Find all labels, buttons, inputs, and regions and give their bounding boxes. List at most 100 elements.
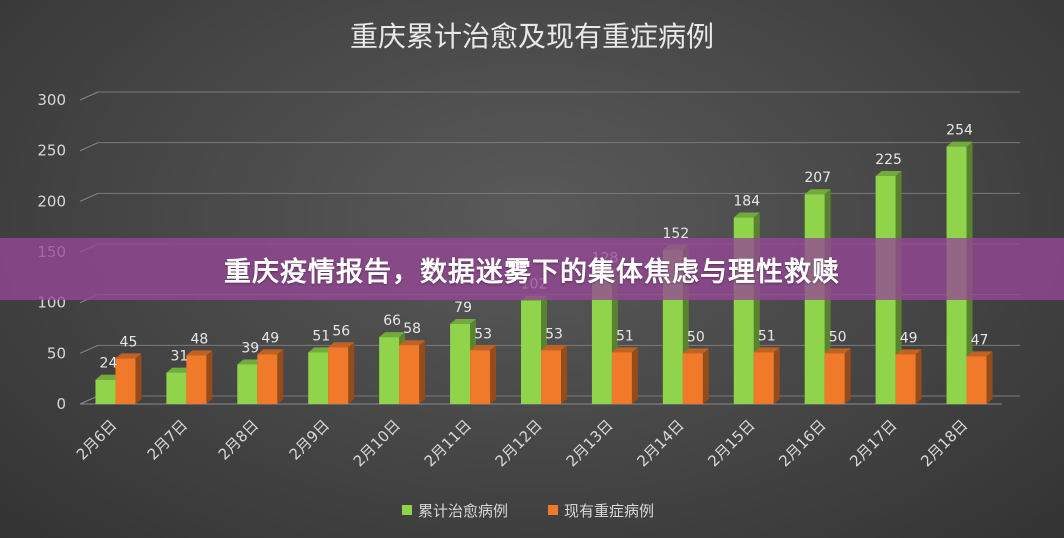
data-label: 50 bbox=[829, 329, 847, 345]
bar-side bbox=[348, 342, 355, 404]
bar bbox=[399, 340, 426, 404]
bar bbox=[895, 349, 922, 404]
bar-front bbox=[257, 354, 278, 404]
bar-top bbox=[115, 353, 142, 359]
y-tick-label: 200 bbox=[37, 192, 66, 210]
data-label: 31 bbox=[170, 349, 188, 365]
data-label: 225 bbox=[875, 152, 902, 168]
bar-top bbox=[966, 351, 993, 357]
bar-side bbox=[490, 345, 497, 404]
bar-top bbox=[328, 342, 355, 348]
legend-label: 累计治愈病例 bbox=[418, 502, 508, 520]
bar-front bbox=[541, 350, 561, 404]
bar-top bbox=[166, 367, 193, 373]
bar bbox=[470, 345, 497, 404]
chart-title: 重庆累计治愈及现有重症病例 bbox=[350, 20, 714, 53]
gridline-diag bbox=[79, 192, 99, 202]
bar-top bbox=[611, 347, 638, 353]
bar-side bbox=[135, 353, 142, 404]
bar-side bbox=[419, 340, 426, 404]
data-label: 49 bbox=[261, 330, 279, 346]
data-label: 47 bbox=[971, 332, 989, 348]
data-label: 39 bbox=[241, 340, 259, 356]
data-label: 49 bbox=[900, 330, 918, 346]
data-label: 56 bbox=[332, 323, 350, 339]
data-label: 51 bbox=[312, 328, 330, 344]
bar-front bbox=[682, 353, 703, 404]
bar bbox=[824, 348, 851, 404]
bar-side bbox=[915, 349, 922, 404]
bar-top bbox=[895, 349, 922, 355]
legend-swatch bbox=[548, 505, 558, 515]
bar-front bbox=[611, 352, 632, 404]
bar-front bbox=[166, 372, 187, 404]
bar-top bbox=[257, 349, 284, 355]
headline-banner: 重庆疫情报告，数据迷雾下的集体焦虑与理性救赎 bbox=[0, 238, 1064, 300]
x-tick-label: 2月12日 bbox=[492, 416, 546, 470]
bar-side bbox=[631, 347, 638, 404]
bar bbox=[611, 347, 638, 404]
y-tick-label: 300 bbox=[37, 91, 66, 109]
y-tick-label: 250 bbox=[37, 142, 66, 160]
bar-side bbox=[844, 348, 851, 404]
bar-top bbox=[946, 141, 973, 147]
bar-side bbox=[277, 349, 284, 404]
bar-front bbox=[115, 358, 136, 404]
bar bbox=[682, 348, 709, 404]
bar-top bbox=[308, 347, 335, 353]
bar-front bbox=[95, 379, 116, 404]
legend-item: 累计治愈病例 bbox=[402, 502, 508, 520]
data-label: 254 bbox=[946, 123, 973, 139]
bar-top bbox=[237, 359, 264, 365]
bar-front bbox=[966, 356, 987, 404]
legend-item: 现有重症病例 bbox=[548, 502, 654, 520]
bar-top bbox=[186, 350, 213, 356]
x-tick-label: 2月10日 bbox=[350, 416, 404, 470]
bar-front bbox=[824, 353, 845, 404]
data-label: 53 bbox=[545, 326, 563, 342]
x-tick-label: 2月18日 bbox=[917, 416, 971, 470]
bar-front bbox=[895, 354, 916, 404]
x-tick-label: 2月14日 bbox=[633, 416, 687, 470]
bar bbox=[257, 349, 284, 404]
x-tick-label: 2月9日 bbox=[286, 416, 333, 463]
bar-top bbox=[875, 171, 902, 176]
x-tick-label: 2月8日 bbox=[215, 416, 262, 463]
data-label: 207 bbox=[804, 170, 831, 186]
data-label: 58 bbox=[403, 321, 421, 337]
bar-top bbox=[450, 318, 477, 324]
bar-front bbox=[399, 345, 420, 404]
bar-side bbox=[986, 351, 993, 404]
bar-side bbox=[561, 345, 567, 404]
legend-label: 现有重症病例 bbox=[564, 502, 654, 520]
gridline-diag bbox=[79, 91, 99, 101]
bar-top bbox=[470, 345, 497, 351]
data-label: 45 bbox=[120, 334, 138, 350]
data-label: 51 bbox=[616, 328, 634, 344]
data-label: 79 bbox=[454, 300, 472, 316]
y-tick-label: 50 bbox=[47, 344, 66, 362]
x-tick-label: 2月6日 bbox=[73, 416, 120, 463]
data-label: 24 bbox=[100, 356, 118, 372]
bar-top bbox=[379, 332, 406, 338]
bar-front bbox=[470, 350, 491, 404]
bar bbox=[966, 351, 993, 404]
bar-top bbox=[95, 374, 122, 380]
gridline-diag bbox=[79, 344, 99, 354]
bar-front bbox=[450, 323, 471, 404]
bar-front bbox=[521, 300, 541, 404]
x-axis-ticks: 2月6日 2月7日 2月8日 2月9日 2月10日 2月11日 2月12日 2月13日 2月14… bbox=[73, 416, 972, 470]
bar-front bbox=[328, 347, 349, 404]
bar-front bbox=[591, 274, 612, 404]
x-tick-label: 2月13日 bbox=[563, 416, 617, 470]
data-label: 66 bbox=[383, 313, 401, 329]
data-label: 152 bbox=[662, 226, 689, 242]
x-tick-label: 2月11日 bbox=[421, 416, 475, 470]
bar-top bbox=[399, 340, 426, 346]
bar-top bbox=[682, 348, 709, 354]
bar-front bbox=[753, 352, 774, 404]
bar bbox=[115, 353, 142, 404]
bar bbox=[328, 342, 355, 404]
bar-top bbox=[804, 189, 831, 195]
gridline-diag bbox=[79, 142, 99, 152]
